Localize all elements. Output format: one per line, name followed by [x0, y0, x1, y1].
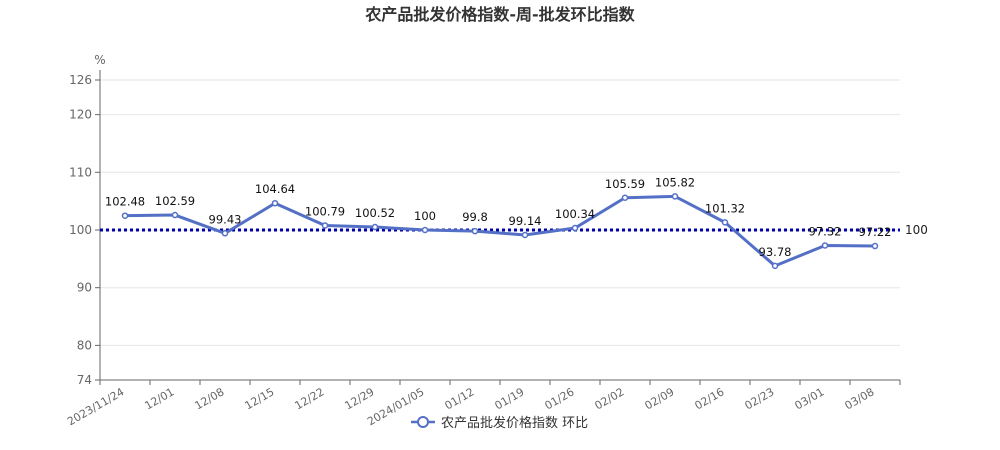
- y-tick-labels: 74 80 90 100 110 120 126: [69, 73, 92, 387]
- x-tick-label: 12/01: [143, 385, 177, 412]
- data-point: [171, 211, 179, 219]
- data-label: 97.22: [859, 225, 892, 239]
- x-tick-label: 12/08: [193, 385, 227, 412]
- x-tick-label: 01/26: [543, 385, 577, 412]
- x-tick-label: 03/08: [843, 385, 877, 412]
- data-point: [371, 223, 379, 231]
- x-tick-label: 02/02: [593, 385, 627, 412]
- data-point: [671, 193, 679, 200]
- data-label: 99.8: [462, 210, 488, 224]
- x-tick-label: 12/22: [293, 385, 327, 412]
- data-label: 99.14: [509, 214, 542, 228]
- y-tick-label: 120: [69, 108, 92, 122]
- x-tick-label: 02/16: [693, 385, 727, 412]
- data-label: 100.52: [355, 206, 395, 220]
- data-point: [421, 226, 429, 234]
- data-label: 93.78: [759, 245, 792, 259]
- y-tick-label: 74: [77, 373, 92, 387]
- data-point: [471, 227, 479, 235]
- x-tick-label: 12/15: [243, 385, 277, 412]
- data-point: [721, 219, 729, 226]
- data-label: 100.34: [555, 207, 595, 221]
- data-point: [871, 242, 879, 250]
- legend-marker-icon: [417, 416, 429, 428]
- data-point: [321, 222, 329, 229]
- data-label: 105.59: [605, 177, 645, 191]
- x-tick-label: 02/09: [643, 385, 677, 412]
- data-label: 104.64: [255, 182, 295, 196]
- x-tick-label: 02/23: [743, 385, 777, 412]
- data-label: 99.43: [209, 212, 242, 226]
- y-tick-label: 100: [69, 223, 92, 237]
- series-line: [124, 194, 876, 268]
- x-tick-label: 01/19: [493, 385, 527, 412]
- legend-label: 农产品批发价格指数 环比: [441, 415, 588, 431]
- y-tick-label: 126: [69, 73, 92, 87]
- data-label: 100: [414, 209, 436, 223]
- series-group: [121, 193, 879, 270]
- legend[interactable]: 农产品批发价格指数 环比: [411, 415, 588, 431]
- data-point: [221, 230, 229, 237]
- data-label: 101.32: [705, 201, 745, 215]
- data-point: [271, 199, 279, 207]
- x-tick-label: 03/01: [793, 385, 827, 412]
- data-label: 102.59: [155, 194, 195, 208]
- y-tick-label: 110: [69, 165, 92, 179]
- y-axis-unit: %: [94, 53, 105, 67]
- data-point: [821, 242, 829, 249]
- data-point: [121, 212, 129, 219]
- data-point: [571, 224, 579, 232]
- data-point: [521, 231, 529, 239]
- x-tick-label: 01/12: [443, 385, 477, 412]
- axes: [95, 70, 901, 385]
- data-label: 105.82: [655, 175, 695, 189]
- data-labels: 102.48 102.59 99.43 104.64 100.79 100.52 100 99…: [105, 175, 892, 258]
- y-tick-label: 90: [77, 281, 92, 295]
- data-point: [621, 194, 629, 201]
- data-point: [771, 262, 779, 270]
- data-label: 97.32: [809, 224, 842, 238]
- reference-line-label: 100: [905, 223, 928, 237]
- x-tick-label: 12/29: [343, 385, 377, 412]
- data-label: 100.79: [305, 204, 345, 218]
- x-tick-label: 2023/11/24: [65, 385, 126, 428]
- y-tick-label: 80: [77, 338, 92, 352]
- chart-title: 农产品批发价格指数-周-批发环比指数: [364, 5, 635, 24]
- data-label: 102.48: [105, 195, 145, 209]
